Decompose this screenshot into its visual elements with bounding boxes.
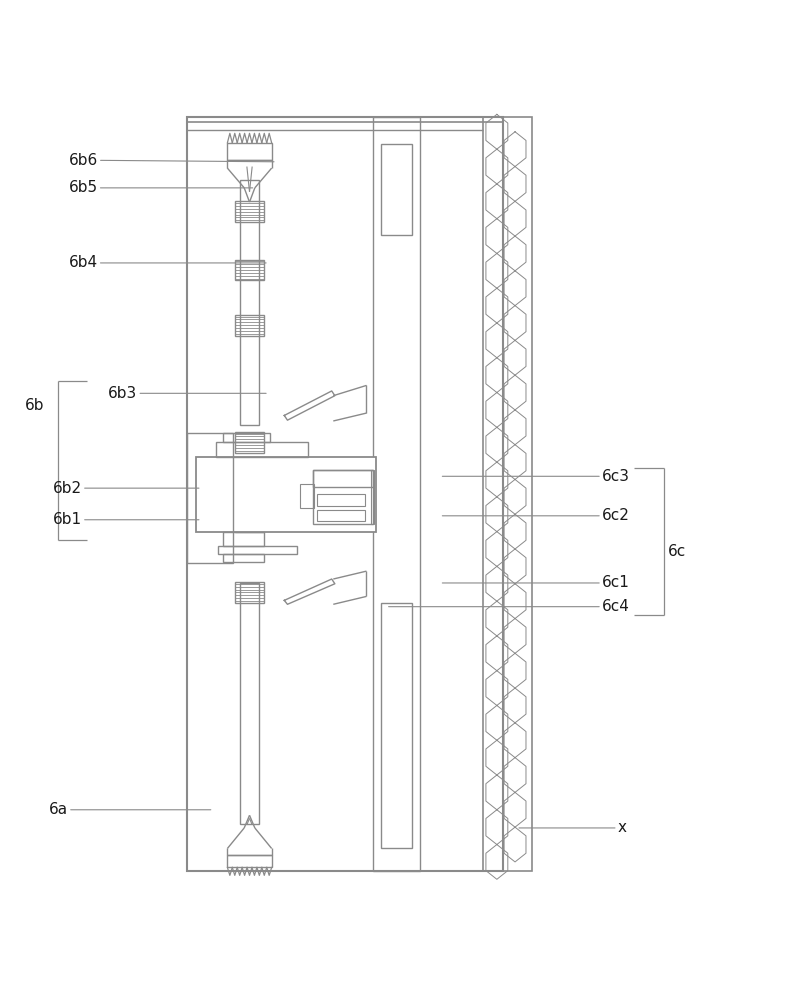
Bar [236,260,264,280]
Bar [236,511,264,532]
Bar [484,117,532,871]
Bar [317,510,365,521]
Bar [371,470,374,524]
Bar [187,433,233,563]
Bar [223,433,270,442]
Bar [373,117,420,871]
Bar [300,484,314,508]
Text: 6b4: 6b4 [68,255,266,270]
Bar [236,582,264,603]
Bar [223,532,264,546]
Bar [317,494,365,506]
Bar [236,432,264,453]
Text: 6c1: 6c1 [442,575,630,590]
Text: 6a: 6a [49,802,211,817]
Bar [218,546,297,554]
Polygon shape [284,579,335,604]
Text: 6b1: 6b1 [53,512,199,527]
Bar [381,603,412,848]
Bar [216,442,308,457]
Polygon shape [284,391,335,420]
Text: 6b5: 6b5 [68,180,253,195]
Bar [381,144,412,235]
Bar [236,315,264,336]
Text: x: x [519,820,626,835]
Text: 6c3: 6c3 [442,469,630,484]
Bar [312,470,373,487]
Bar [228,855,272,867]
Bar [236,201,264,222]
Text: 6b: 6b [25,398,44,413]
Bar [187,117,504,871]
Text: 6c: 6c [668,544,686,559]
Bar [240,180,259,425]
Bar [196,457,376,532]
Bar [312,470,373,524]
Text: 6c4: 6c4 [389,599,630,614]
Text: 6b6: 6b6 [68,153,274,168]
Text: 6b3: 6b3 [108,386,266,401]
Bar [223,554,264,562]
Text: 6b2: 6b2 [53,481,199,496]
Text: 6c2: 6c2 [442,508,630,523]
Bar [228,143,272,160]
Bar [240,583,259,824]
